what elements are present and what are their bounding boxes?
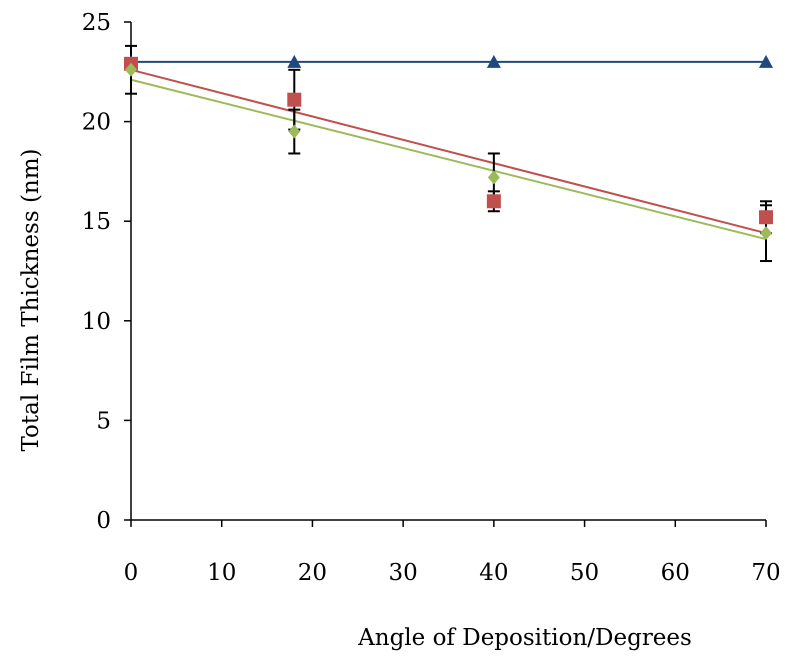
diamond-marker [487, 170, 500, 185]
x-tick-label: 70 [751, 560, 780, 586]
data-markers [124, 54, 773, 241]
x-tick-label: 30 [389, 560, 418, 586]
axes [124, 21, 767, 527]
x-tick-label: 0 [124, 560, 139, 586]
y-tick-label: 25 [82, 10, 111, 36]
x-tick-label: 10 [207, 560, 236, 586]
diamond-marker [760, 226, 772, 241]
square-marker [486, 194, 501, 209]
x-tick-label: 60 [661, 560, 690, 586]
y-tick-label: 10 [82, 309, 111, 335]
y-tick-label: 0 [96, 508, 111, 534]
y-tick-label: 20 [82, 110, 111, 136]
x-axis-title: Angle of Deposition/Degrees [357, 625, 692, 651]
y-tick-label: 5 [96, 408, 111, 434]
x-tick-label: 40 [479, 560, 508, 586]
trendline-series-3 [130, 78, 767, 241]
trendline-series-2 [130, 68, 767, 235]
x-tick-label: 50 [570, 560, 599, 586]
triangle-marker [759, 54, 773, 68]
square-marker [759, 210, 773, 225]
y-axis-title: Total Film Thickness (nm) [18, 148, 44, 451]
triangle-marker [287, 54, 302, 68]
diamond-marker [125, 62, 137, 77]
tick-labels: 0 5 10 15 20 25 0 10 20 30 40 50 60 70 [82, 10, 781, 586]
x-tick-label: 20 [298, 560, 327, 586]
diamond-marker [288, 124, 301, 139]
error-bars [125, 44, 772, 263]
trendlines [130, 60, 767, 241]
triangle-marker [486, 54, 501, 68]
y-tick-label: 15 [82, 209, 111, 235]
square-marker [287, 92, 302, 107]
